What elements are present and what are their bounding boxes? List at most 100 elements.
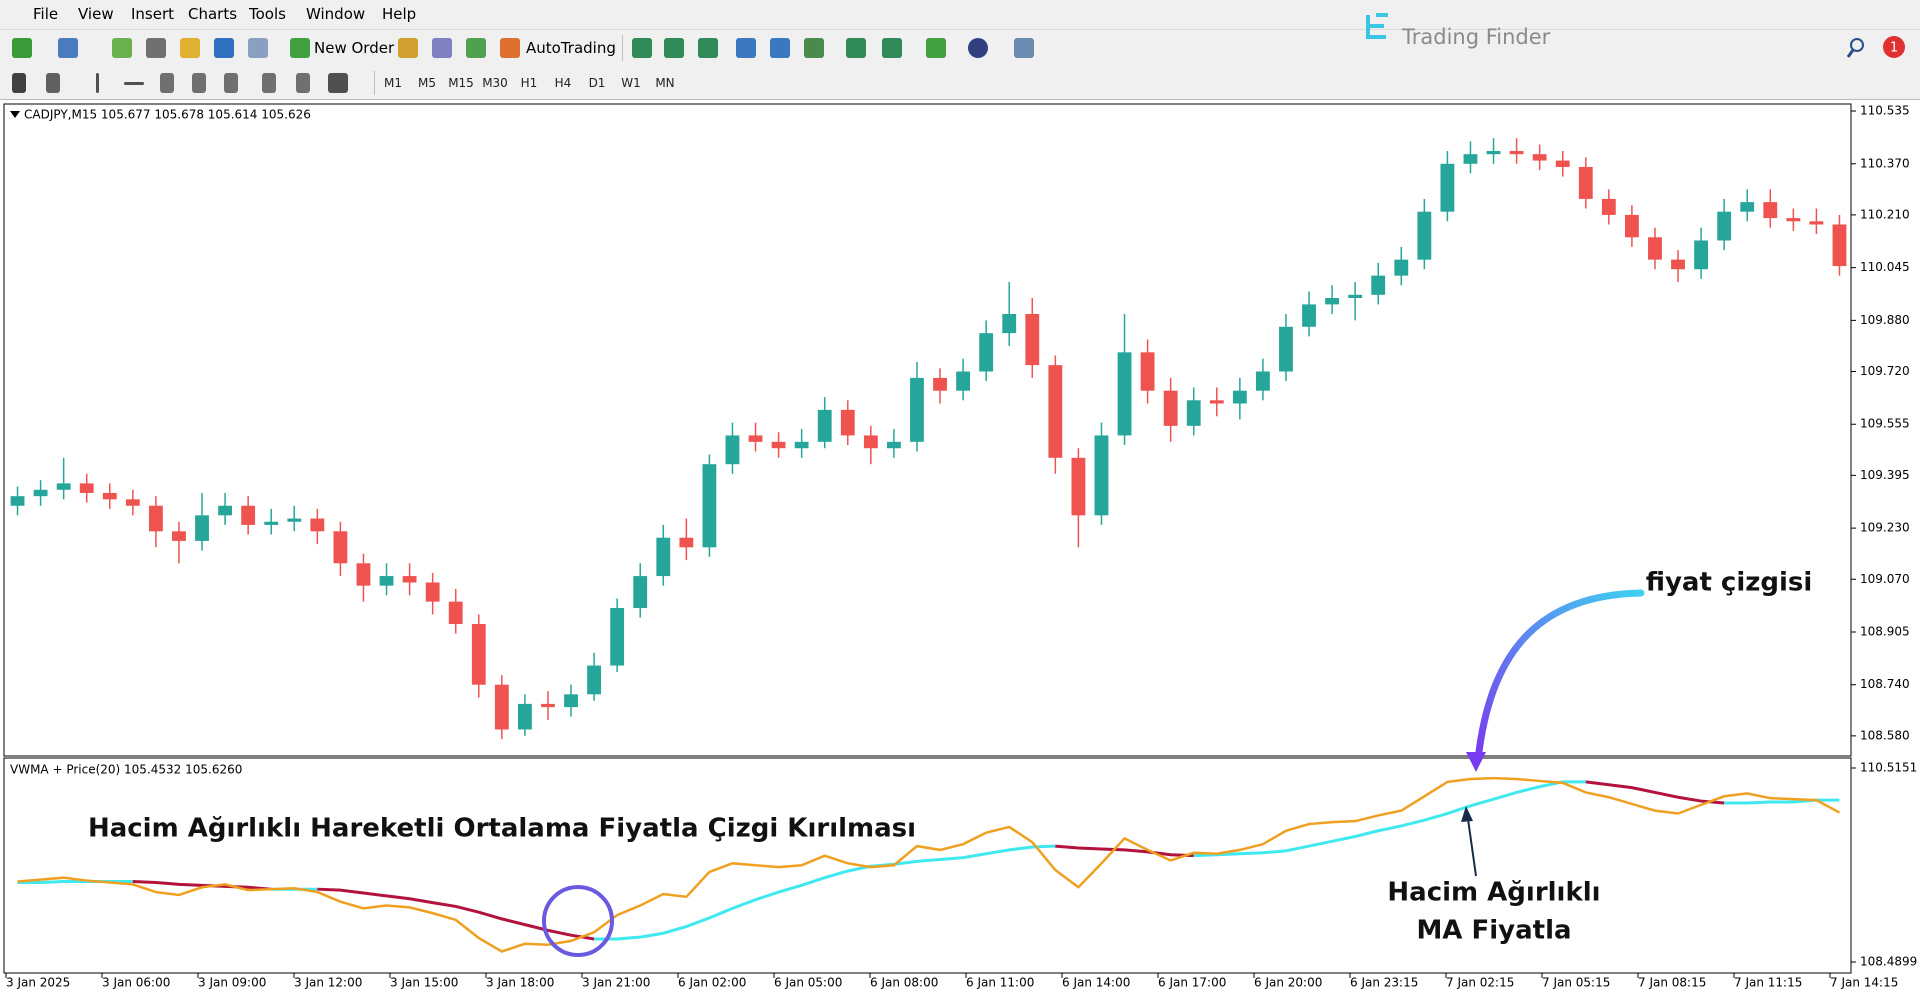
candle-body xyxy=(1140,352,1155,391)
candle-body xyxy=(1302,304,1316,327)
candle-body xyxy=(1440,163,1455,212)
candle-body xyxy=(56,483,71,490)
search-icon[interactable] xyxy=(1846,36,1870,60)
icon[interactable] xyxy=(664,38,684,58)
candle-body xyxy=(1025,313,1040,366)
icon[interactable] xyxy=(262,73,276,93)
vwma-line xyxy=(317,887,595,941)
timeframe-button[interactable]: MN xyxy=(655,76,675,90)
icon[interactable] xyxy=(846,38,866,58)
logo-icon xyxy=(1366,13,1388,39)
icon[interactable] xyxy=(698,38,718,58)
icon[interactable] xyxy=(398,38,418,58)
icon[interactable] xyxy=(248,38,268,58)
autotrading-button[interactable]: AutoTrading xyxy=(526,39,616,57)
new-order-button[interactable]: New Order xyxy=(314,39,395,57)
menu-item[interactable]: Window xyxy=(306,5,366,23)
y-tick-label: 110.210 xyxy=(1860,207,1910,221)
chart-info: CADJPY,M15 105.677 105.678 105.614 105.6… xyxy=(24,108,311,122)
menu-item[interactable]: Tools xyxy=(249,5,286,23)
icon[interactable] xyxy=(180,38,200,58)
icon[interactable] xyxy=(968,38,988,58)
annotation: Hacim Ağırlıklı Hareketli Ortalama Fiyat… xyxy=(88,814,916,844)
y-tick-label: 108.4899 xyxy=(1860,955,1917,969)
icon[interactable] xyxy=(500,38,520,58)
icon[interactable] xyxy=(12,73,26,93)
icon[interactable] xyxy=(466,38,486,58)
icon[interactable] xyxy=(112,38,132,58)
candle-body xyxy=(1509,150,1524,155)
timeframe-button[interactable]: H1 xyxy=(520,76,538,90)
logo-text: Trading Finder xyxy=(1402,25,1551,49)
timeframe-button[interactable]: M15 xyxy=(448,76,474,90)
timeframe-button[interactable]: W1 xyxy=(621,76,641,90)
icon[interactable] xyxy=(12,38,32,58)
icon[interactable] xyxy=(224,73,238,93)
vwma-line xyxy=(594,844,1056,941)
candle-body xyxy=(1601,198,1616,215)
candle-body xyxy=(10,496,25,506)
chart-menu-arrow[interactable] xyxy=(10,111,20,118)
icon[interactable] xyxy=(46,73,60,93)
candle-body xyxy=(79,483,94,493)
menu-item[interactable]: File xyxy=(33,5,59,23)
icon[interactable] xyxy=(214,38,234,58)
icon[interactable] xyxy=(124,82,144,85)
candle-body xyxy=(379,576,394,586)
candle-body xyxy=(494,684,509,730)
candle-body xyxy=(656,537,671,577)
x-tick-label: 3 Jan 2025 xyxy=(6,976,70,990)
timeframe-button[interactable]: M5 xyxy=(418,76,436,90)
icon[interactable] xyxy=(736,38,756,58)
candle-body xyxy=(1532,154,1547,161)
y-tick-label: 109.070 xyxy=(1860,572,1910,586)
icon[interactable] xyxy=(328,73,348,93)
x-tick-label: 3 Jan 06:00 xyxy=(102,976,170,990)
candle-body xyxy=(1624,214,1639,238)
icon[interactable] xyxy=(1014,38,1034,58)
notification-badge[interactable]: 1 xyxy=(1880,33,1908,61)
icon[interactable] xyxy=(58,38,78,58)
menu-item[interactable]: Charts xyxy=(188,5,238,23)
menu-item[interactable]: View xyxy=(78,5,114,23)
icon[interactable] xyxy=(632,38,652,58)
candle-body xyxy=(587,665,602,695)
y-tick-label: 109.395 xyxy=(1860,468,1910,482)
icon[interactable] xyxy=(160,73,174,93)
menu-item[interactable]: Help xyxy=(382,5,417,23)
x-tick-label: 6 Jan 23:15 xyxy=(1350,976,1418,990)
candle-body xyxy=(310,518,325,532)
x-tick-label: 3 Jan 18:00 xyxy=(486,976,554,990)
indicator-label: VWMA + Price(20) 105.4532 105.6260 xyxy=(10,763,242,777)
x-tick-label: 3 Jan 15:00 xyxy=(390,976,458,990)
icon[interactable] xyxy=(96,73,99,93)
icon[interactable] xyxy=(882,38,902,58)
icon[interactable] xyxy=(770,38,790,58)
candle-body xyxy=(564,694,578,708)
candle-body xyxy=(356,563,371,586)
timeframe-button[interactable]: M1 xyxy=(384,76,402,90)
y-tick-label: 109.880 xyxy=(1860,313,1910,327)
icon[interactable] xyxy=(290,38,310,58)
x-tick-label: 7 Jan 08:15 xyxy=(1638,976,1706,990)
timeframe-button[interactable]: H4 xyxy=(554,76,572,90)
icon[interactable] xyxy=(804,38,824,58)
timeframe-button[interactable]: M30 xyxy=(482,76,508,90)
vwma-line xyxy=(1724,798,1840,805)
icon[interactable] xyxy=(146,38,166,58)
menu-item[interactable]: Insert xyxy=(131,5,175,23)
candle-body xyxy=(1002,313,1017,334)
icon[interactable] xyxy=(432,38,452,58)
x-tick-label: 6 Jan 05:00 xyxy=(774,976,842,990)
candle-body xyxy=(679,537,694,548)
icon[interactable] xyxy=(192,73,206,93)
x-tick-label: 3 Jan 09:00 xyxy=(198,976,266,990)
toolbar: New Order AutoTrading Trading Finder 1 xyxy=(0,13,1920,65)
candle-body xyxy=(1555,160,1570,167)
timeframe-button[interactable]: D1 xyxy=(588,76,606,90)
candle-body xyxy=(1578,166,1593,199)
candle-body xyxy=(1117,352,1132,436)
icon[interactable] xyxy=(926,38,946,58)
icon[interactable] xyxy=(296,73,310,93)
y-tick-label: 110.5151 xyxy=(1860,761,1917,775)
